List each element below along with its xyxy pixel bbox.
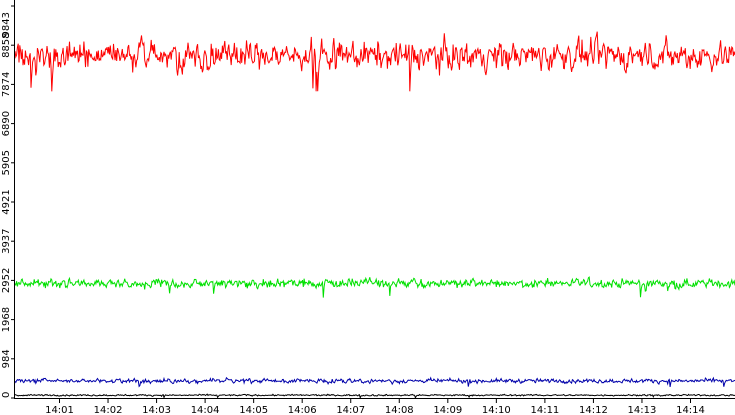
y-tick-label: 8858	[1, 32, 12, 57]
x-tick-label: 14:04	[191, 405, 220, 415]
x-tick-label: 14:06	[288, 405, 317, 415]
x-tick-label: 14:14	[676, 405, 705, 415]
series-layer	[14, 31, 735, 400]
y-tick-label: 6890	[1, 111, 12, 136]
y-tick-label: 4921	[1, 189, 12, 214]
y-tick-label: 3937	[1, 228, 12, 253]
x-tick-label: 14:13	[628, 405, 657, 415]
x-tick-label: 14:02	[94, 405, 123, 415]
y-tick-label: 0	[1, 392, 12, 398]
x-tick-label: 14:10	[482, 405, 511, 415]
y-tick-label: 9843	[1, 12, 12, 37]
y-tick-label: 984	[1, 349, 12, 368]
y-tick-label: 5905	[1, 150, 12, 175]
x-tick-label: 14:09	[433, 405, 462, 415]
y-tick-label: 7874	[1, 72, 12, 97]
x-tick-label: 14:11	[530, 405, 559, 415]
x-tick-label: 14:05	[239, 405, 268, 415]
x-tick-label: 14:12	[579, 405, 608, 415]
y-tick-label: 1968	[1, 307, 12, 332]
series-line-2	[14, 376, 735, 388]
x-tick-label: 14:08	[385, 405, 414, 415]
x-tick-label: 14:03	[142, 405, 171, 415]
x-axis-ticks: 14:01 14:02 14:03 14:04 14:05 14:06 14:07 14:08…	[45, 398, 705, 415]
series-line-3	[14, 393, 735, 400]
x-tick-label: 14:01	[45, 405, 74, 415]
series-line-1	[14, 276, 735, 298]
x-tick-label: 14:07	[336, 405, 365, 415]
series-line-0	[14, 31, 735, 92]
y-tick-label: 2952	[1, 268, 12, 293]
